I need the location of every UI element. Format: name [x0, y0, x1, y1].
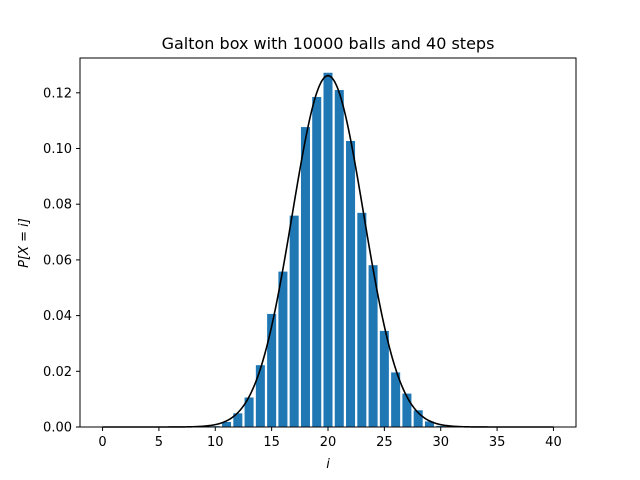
bar-18	[300, 127, 310, 427]
y-tick-label-1: 0.02	[43, 365, 72, 380]
bar-13	[244, 397, 254, 427]
y-tick-label-3: 0.06	[43, 253, 72, 268]
bar-12	[233, 413, 243, 427]
bar-14	[255, 365, 265, 427]
x-tick-label-30: 30	[432, 435, 449, 450]
bar-22	[346, 140, 356, 428]
bar-25	[379, 330, 389, 427]
x-tick-label-5: 5	[155, 435, 163, 450]
y-axis-label: P[X = i]	[17, 218, 32, 268]
bars-layer	[210, 72, 457, 428]
bar-11	[222, 421, 232, 427]
chart-title: Galton box with 10000 balls and 40 steps	[162, 34, 495, 53]
bar-15	[267, 313, 277, 427]
x-tick-label-40: 40	[545, 435, 562, 450]
bar-29	[424, 421, 434, 427]
bar-20	[323, 72, 333, 427]
bar-19	[312, 96, 322, 428]
bar-23	[357, 212, 367, 427]
x-tick-label-0: 0	[98, 435, 106, 450]
bar-17	[289, 215, 299, 427]
y-tick-label-5: 0.10	[43, 142, 72, 157]
y-tick-label-0: 0.00	[43, 421, 72, 436]
x-axis-ticks: 0 5 10 15 20 25 30 35 40	[98, 427, 562, 450]
x-tick-label-25: 25	[376, 435, 393, 450]
x-tick-label-10: 10	[207, 435, 224, 450]
bar-24	[368, 265, 378, 427]
x-tick-label-15: 15	[263, 435, 280, 450]
bar-21	[334, 90, 344, 427]
y-tick-label-6: 0.12	[43, 86, 72, 101]
bar-30	[436, 425, 446, 427]
bar-27	[402, 393, 412, 427]
x-tick-label-20: 20	[320, 435, 337, 450]
y-axis-ticks: 0.00 0.02 0.04 0.06 0.08 0.10 0.12	[43, 86, 80, 436]
y-tick-label-2: 0.04	[43, 309, 72, 324]
bar-28	[413, 410, 423, 427]
bar-26	[391, 372, 401, 427]
x-tick-label-35: 35	[489, 435, 506, 450]
x-axis-label: i	[326, 457, 330, 472]
y-tick-label-4: 0.08	[43, 198, 72, 213]
bar-16	[278, 271, 288, 427]
